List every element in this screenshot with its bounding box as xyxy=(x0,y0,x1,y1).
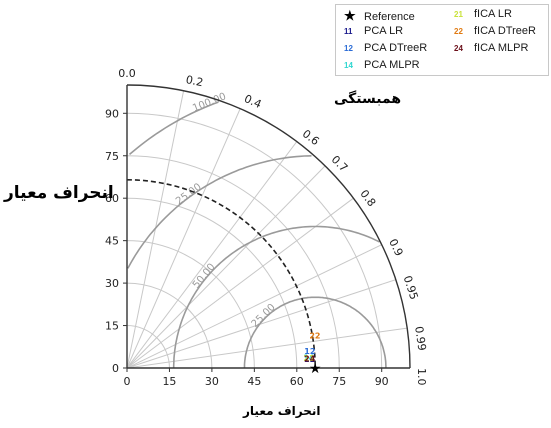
legend-label: PCA DTreeR xyxy=(364,42,428,54)
y-tick-label: 45 xyxy=(105,235,119,248)
data-point-marker: 22 xyxy=(309,332,320,341)
legend-marker: 21 xyxy=(454,10,463,19)
rms-contour-label: 100.00 xyxy=(191,91,228,114)
y-tick-label: 60 xyxy=(105,192,119,205)
y-axis-label: انحراف معیار xyxy=(4,183,114,203)
legend-item: 22 fICA DTreeR xyxy=(454,25,536,37)
data-point-marker: 11 xyxy=(304,355,316,364)
y-tick-label: 0 xyxy=(112,362,119,375)
x-tick-label: 90 xyxy=(375,375,389,388)
correlation-tick-label: 0.9 xyxy=(386,237,405,258)
correlation-tick-label: 0.99 xyxy=(412,326,428,352)
correlation-tick-label: 0.2 xyxy=(185,73,205,89)
correlation-tick-label: 0.0 xyxy=(118,67,136,80)
x-tick-label: 45 xyxy=(247,375,261,388)
legend-label: fICA MLPR xyxy=(474,42,529,54)
x-tick-label: 0 xyxy=(124,375,131,388)
legend-label: fICA LR xyxy=(474,8,512,20)
legend-label: PCA LR xyxy=(364,25,404,37)
correlation-gridlines xyxy=(126,90,408,369)
legend-item: 12 PCA DTreeR xyxy=(344,42,427,54)
axes: 0.0 0.2 0.4 0.6 0.7 0.8 0.9 0.95 0.99 1.0 00 15 15 30… xyxy=(105,67,428,388)
legend-item: 14 PCA MLPR xyxy=(344,59,420,71)
outer-arc xyxy=(126,84,411,369)
correlation-tick-label: 0.6 xyxy=(300,127,322,148)
rms-contour-label: 50.00 xyxy=(191,262,218,291)
x-tick-label: 30 xyxy=(205,375,219,388)
legend-label: Reference xyxy=(364,11,415,23)
rms-contour xyxy=(128,101,219,156)
legend-marker: 11 xyxy=(344,27,353,36)
y-tick-label: 15 xyxy=(105,320,119,333)
rms-contour xyxy=(172,225,380,368)
legend-label: PCA MLPR xyxy=(364,59,420,71)
correlation-gridline xyxy=(126,279,397,369)
correlation-tick-label: 1.0 xyxy=(415,368,428,386)
correlation-tick-label: 0.7 xyxy=(329,153,351,175)
legend-item: 24 fICA MLPR xyxy=(454,42,528,54)
y-tick-label: 30 xyxy=(105,277,119,290)
y-tick-label: 90 xyxy=(105,107,119,120)
reference-star-icon: ★ xyxy=(309,361,322,377)
x-tick-label: 15 xyxy=(162,375,176,388)
legend-item-reference: ★ Reference xyxy=(344,8,415,24)
data-point-marker: 21 xyxy=(304,354,316,363)
correlation-gridline xyxy=(126,165,326,369)
x-axis-label: انحراف معیار xyxy=(243,404,321,418)
legend-label: fICA DTreeR xyxy=(474,25,536,37)
data-point-marker: 14 xyxy=(303,353,315,362)
legend-marker: 22 xyxy=(454,27,463,36)
rms-contour xyxy=(243,296,387,369)
legend-marker: 24 xyxy=(454,44,463,53)
std-grid-arc xyxy=(126,240,255,369)
x-tick-label: 60 xyxy=(290,375,304,388)
legend-item: 21 fICA LR xyxy=(454,8,512,20)
correlation-tick-label: 0.95 xyxy=(401,274,421,301)
reference-std-arc xyxy=(126,179,316,369)
correlation-gridline xyxy=(126,244,382,369)
std-grid-arc xyxy=(126,112,383,369)
y-tick-label: 75 xyxy=(105,150,119,163)
correlation-axis-label: همبستگی xyxy=(334,91,402,107)
correlation-gridline xyxy=(126,197,354,369)
legend-item: 11 PCA LR xyxy=(344,25,403,37)
legend-marker: 14 xyxy=(344,61,353,70)
data-point-marker: 24 xyxy=(304,355,316,364)
std-grid-arc xyxy=(126,155,340,369)
legend: ★ Reference 11 PCA LR 12 PCA DTreeR 14 PCA M… xyxy=(335,4,549,76)
correlation-tick-label: 0.8 xyxy=(357,187,378,209)
rms-contour xyxy=(127,155,312,269)
legend-marker: 12 xyxy=(344,44,353,53)
std-grid-arc xyxy=(126,197,298,369)
correlation-tick-label: 0.4 xyxy=(242,92,263,111)
star-icon: ★ xyxy=(344,8,356,23)
data-point-marker: 12 xyxy=(304,347,315,356)
x-tick-label: 75 xyxy=(332,375,346,388)
correlation-gridline xyxy=(126,108,241,369)
correlation-gridline xyxy=(126,141,298,369)
